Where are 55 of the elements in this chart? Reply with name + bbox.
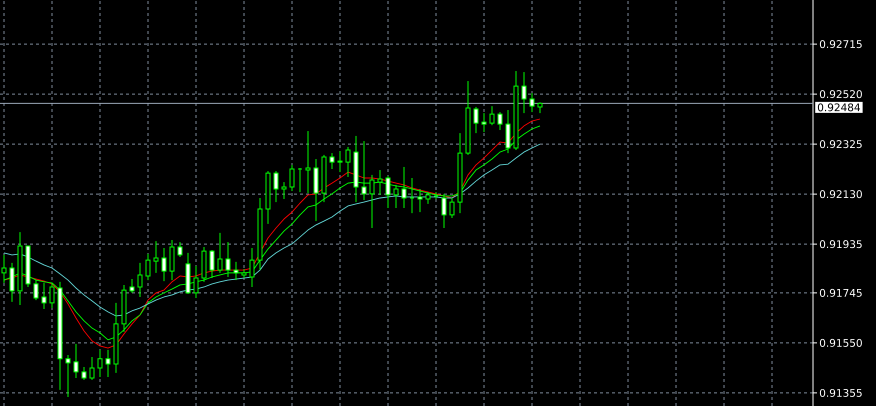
y-tick-label: 0.92715: [820, 40, 862, 48]
candlestick: [530, 92, 535, 113]
candlestick: [450, 197, 455, 218]
candlestick: [34, 280, 38, 301]
y-tick-label: 0.92325: [820, 140, 862, 148]
ref-line-label: 0.92484: [818, 103, 860, 112]
y-tick-label: 0.92520: [820, 90, 862, 98]
candlestick: [282, 182, 287, 200]
candlestick: [42, 282, 46, 310]
candlestick: [538, 102, 543, 114]
candlestick: [162, 248, 166, 282]
y-tick-label: 0.91550: [820, 338, 862, 347]
candlestick: [218, 232, 223, 274]
y-tick-label: 0.92130: [820, 190, 862, 198]
candlestick: [154, 240, 158, 274]
candlestick: [418, 188, 423, 213]
candlestick: [234, 261, 239, 281]
y-tick-label: 0.91745: [820, 288, 862, 297]
candlestick: [474, 106, 479, 134]
candlestick: [210, 250, 215, 279]
candlestick: [90, 356, 94, 380]
candlestick: [426, 192, 431, 204]
candlestick: [394, 184, 399, 208]
candlestick: [346, 146, 351, 178]
candlestick: [138, 262, 142, 298]
candlestick: [442, 193, 447, 229]
candlestick: [274, 170, 279, 203]
candlestick: [66, 354, 70, 398]
candlestick: [338, 150, 343, 173]
y-tick-label: 0.91355: [820, 388, 862, 397]
candlestick: [82, 366, 86, 380]
candlestick: [10, 262, 14, 302]
candlestick: [330, 152, 335, 170]
candlestick: [250, 248, 255, 288]
candlestick: [370, 174, 375, 229]
candlestick: [386, 175, 391, 208]
candlestick: [106, 349, 110, 378]
candlestick: [226, 242, 231, 278]
candlestick: [146, 253, 150, 281]
candlestick: [290, 164, 295, 192]
candlestick: [74, 343, 78, 379]
candlestick: [482, 112, 487, 133]
candlestick: [306, 130, 311, 194]
y-tick-label: 0.91935: [820, 240, 862, 248]
candlestick: [522, 72, 527, 114]
candlestick: [402, 166, 407, 208]
candlestick: [498, 112, 503, 131]
candlestick: [98, 349, 102, 378]
candlestick: [490, 106, 495, 126]
candlestick: [378, 170, 383, 196]
candlestick: [50, 282, 54, 309]
candlestick: [130, 278, 134, 294]
candlestick: [178, 242, 182, 258]
candlestick: [362, 140, 367, 201]
candlestick: [194, 265, 199, 299]
